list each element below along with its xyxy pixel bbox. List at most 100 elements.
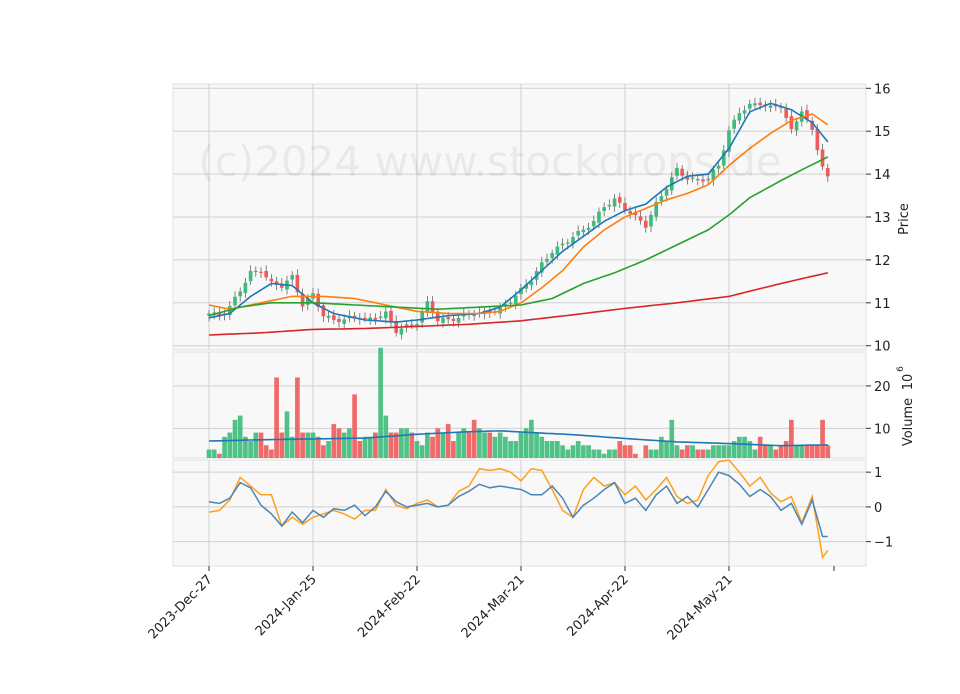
oscillator-lines <box>208 459 829 560</box>
volume-bar-up <box>799 445 805 458</box>
volume-bar-up <box>367 436 373 458</box>
volume-bar-up <box>705 449 711 458</box>
candle-down <box>331 315 336 320</box>
volume-bar-down <box>466 432 472 458</box>
volume-bar-down <box>815 445 820 458</box>
volume-bar-up <box>539 436 545 458</box>
volume-bar-up <box>477 428 482 458</box>
candle-down <box>784 108 788 118</box>
candle-up <box>508 302 513 304</box>
volume-bar-down <box>685 445 690 458</box>
volume-bar-down <box>773 449 779 458</box>
volume-bar-up <box>503 436 508 458</box>
volume-bar-up <box>586 445 591 458</box>
volume-bar-down <box>627 445 633 458</box>
candle-up <box>571 237 575 244</box>
volume-bar-up <box>529 419 534 458</box>
volume-bar-up <box>310 432 316 458</box>
volume-bar-up <box>399 428 404 458</box>
candle-up <box>420 311 425 323</box>
price-tick-label: 16 <box>874 82 891 97</box>
volume-bar-down <box>388 432 394 458</box>
candle-up <box>519 287 523 295</box>
volume-bar-up <box>581 445 586 458</box>
volume-bar-down <box>643 445 649 458</box>
candle-up <box>305 297 310 305</box>
candle-down <box>472 314 477 316</box>
volume-bar-up <box>414 441 420 458</box>
x-tick-label: 2024-Mar-21 <box>459 572 528 641</box>
volume-bar-up <box>440 432 446 458</box>
candle-up <box>716 165 721 169</box>
volume-bar-up <box>425 432 430 458</box>
candle-up <box>404 324 409 327</box>
volume-bar-up <box>508 441 513 458</box>
volume-bar-up <box>227 432 233 458</box>
candle-up <box>649 214 653 227</box>
volume-bar-up <box>378 347 383 458</box>
volume-bar-down <box>633 453 638 458</box>
volume-bar-down <box>700 449 706 458</box>
candle-down <box>695 179 700 181</box>
volume-axis-exponent: 6 <box>896 366 906 372</box>
volume-ma-line <box>208 430 828 447</box>
volume-bar-up <box>560 445 565 458</box>
volume-bar-up <box>721 445 727 458</box>
volume-bar-up <box>747 441 753 458</box>
candle-up <box>659 196 664 202</box>
candle-down <box>352 315 357 318</box>
price-tick-label: 12 <box>874 254 891 269</box>
candle-up <box>591 220 596 227</box>
volume-bar-down <box>217 453 222 458</box>
volume-bar-down <box>778 445 784 458</box>
candle-up <box>747 103 752 109</box>
volume-bar-up <box>716 445 721 458</box>
candle-up <box>207 313 211 316</box>
candle-down <box>389 310 393 322</box>
volume-bars <box>206 347 831 458</box>
volume-bar-down <box>617 441 623 458</box>
x-tick-label: 2024-Apr-22 <box>564 572 631 639</box>
volume-axis-label: Volume <box>901 398 916 446</box>
oscillator-tick-label: 0 <box>874 501 882 516</box>
candle-down <box>789 116 794 130</box>
volume-bar-up <box>513 441 519 458</box>
price-tick-label: 11 <box>874 297 891 312</box>
volume-bar-down <box>373 432 378 458</box>
candle-up <box>456 317 461 323</box>
candle-up <box>727 130 731 152</box>
volume-bar-up <box>690 445 695 458</box>
volume-bar-down <box>331 424 337 458</box>
volume-bar-down <box>471 419 477 458</box>
candle-up <box>399 328 404 335</box>
volume-bar-down <box>487 432 493 458</box>
ma-mid-line <box>208 113 829 315</box>
volume-bar-up <box>768 445 773 458</box>
volume-bar-down <box>269 449 274 458</box>
candle-down <box>628 211 632 214</box>
candle-down <box>217 312 222 317</box>
volume-bar-up <box>669 419 675 458</box>
candle-up <box>768 105 773 108</box>
candle-down <box>373 317 378 320</box>
volume-bar-down <box>315 436 321 458</box>
volume-bar-down <box>622 445 628 458</box>
candle-up <box>529 281 534 286</box>
volume-bar-down <box>295 377 300 458</box>
volume-bar-down <box>679 449 685 458</box>
oscillator-slow-line <box>208 459 829 560</box>
ma-200-line <box>208 272 828 336</box>
candle-down <box>701 179 705 182</box>
volume-bar-down <box>804 445 810 458</box>
candle-up <box>524 284 528 289</box>
candle-up <box>243 282 248 294</box>
candle-down <box>316 293 321 307</box>
volume-bar-up <box>664 441 669 458</box>
oscillator-fast-line <box>208 471 828 538</box>
volume-bar-down <box>789 419 794 458</box>
candle-up <box>607 204 612 207</box>
volume-bar-down <box>451 441 456 458</box>
volume-bar-up <box>341 432 347 458</box>
